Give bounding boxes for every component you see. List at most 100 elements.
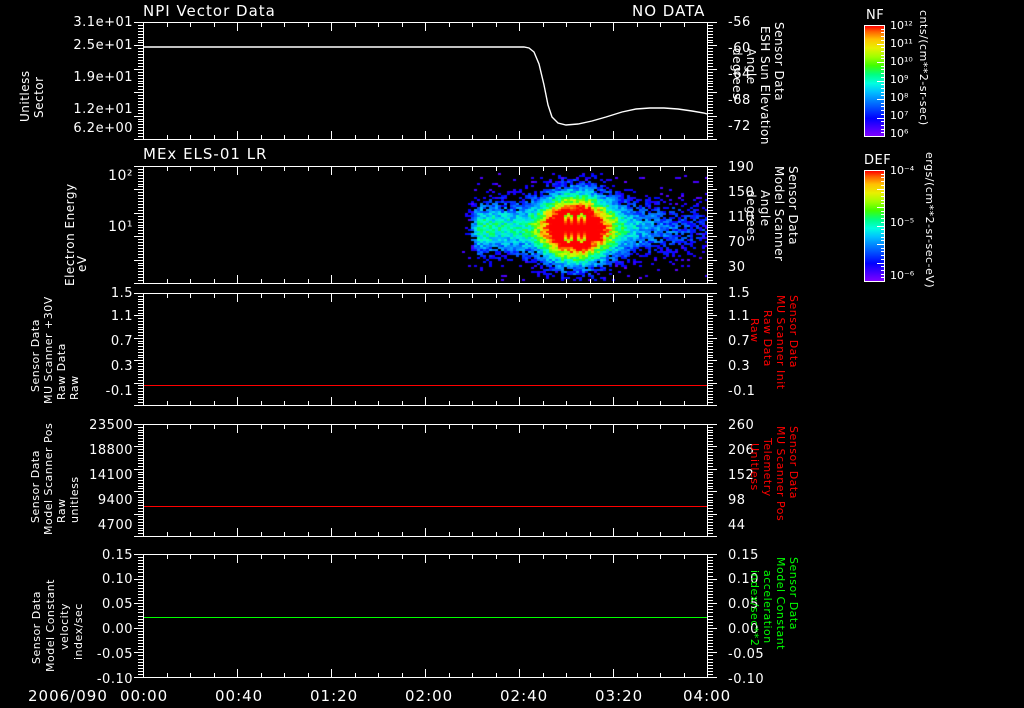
nf-colorbar-tick-0: 10¹²	[890, 19, 913, 32]
panel-1-left-axis-label-line-1: Sector	[32, 76, 46, 118]
panel-3-left-axis-label-line-2: Raw Data	[55, 343, 68, 400]
time-axis-tick-4: 02:40	[500, 687, 549, 705]
panel-2-right-axis-label-line-3: degrees	[744, 190, 758, 242]
panel-2-ytick-0: 10²	[108, 168, 133, 184]
panel-5-ytick-4: -0.05	[96, 647, 133, 662]
panel-4-left-axis-label-line-2: Raw	[55, 498, 68, 523]
panel-2-right-ytick-3: 70	[728, 235, 746, 250]
panel-4-right-ytick-4: 44	[728, 518, 746, 533]
nf-colorbar-tick-6: 10⁶	[890, 127, 909, 140]
time-axis-tick-5: 03:20	[595, 687, 644, 705]
time-axis-tick-6: 04:00	[683, 687, 732, 705]
panel-4-ytick-1: 18800	[89, 443, 133, 458]
panel-3-right-ytick-2: 0.7	[728, 334, 751, 349]
panel-3-ytick-0: 1.5	[110, 286, 133, 301]
panel-1-right-ytick-3: -68	[728, 93, 751, 108]
panel-3-right-axis-label-line-1: MU Scanner Init	[774, 295, 787, 390]
model-scanner-pos-trace	[144, 506, 707, 507]
panel-5-ytick-0: 0.15	[102, 548, 133, 563]
panel-5-ytick-2: 0.05	[102, 597, 133, 612]
panel-2-right-ytick-1: 150	[728, 185, 755, 200]
panel-2-plot-area[interactable]	[143, 166, 708, 284]
time-axis-tick-1: 00:40	[215, 687, 264, 705]
panel-5-right-ytick-3: 0.00	[728, 622, 759, 637]
panel-1-right-axis-label-line-2: Angle	[744, 48, 758, 85]
panel-5-left-axis-label-line-0: Sensor Data	[30, 591, 43, 664]
panel-1-ytick-1: 2.5e+01	[73, 38, 133, 53]
time-axis-tick-3: 02:00	[405, 687, 454, 705]
panel-3-right-axis-label-line-2: Raw Data	[761, 310, 774, 367]
panel-2-right-ytick-2: 110	[728, 210, 755, 225]
panel-4-right-ytick-0: 260	[728, 418, 755, 433]
panel-5-right-axis-label-line-3: index/sec**2	[748, 570, 761, 647]
panel-2-right-axis-label-line-0: Sensor Data	[786, 166, 800, 246]
panel-5-right-axis-label-line-2: acceleration	[761, 570, 774, 644]
panel-5-right-axis-label-line-0: Sensor Data	[787, 557, 800, 630]
panel-3-ytick-3: 0.3	[110, 359, 133, 374]
panel-4-right-axis-label-line-0: Sensor Data	[787, 426, 800, 499]
panel-2-left-axis-label-line-1: eV	[75, 255, 89, 272]
panel-1-ytick-2: 1.9e+01	[73, 70, 133, 85]
panel-4-right-ytick-1: 206	[728, 443, 755, 458]
panel-1-right-axis-label-line-0: Sensor Data	[772, 22, 786, 102]
panel-3-right-ytick-1: 1.1	[728, 309, 751, 324]
panel-4-ytick-2: 14100	[89, 468, 133, 483]
panel-2-left-axis-label-line-0: Electron Energy	[63, 183, 77, 286]
time-axis-tick-2: 01:20	[310, 687, 359, 705]
panel-4-plot-area[interactable]	[143, 424, 708, 537]
def-colorbar[interactable]	[864, 170, 885, 282]
panel-3-left-axis-label-line-3: Raw	[68, 375, 81, 400]
panel-5-right-ytick-1: 0.10	[728, 572, 759, 587]
panel-4-right-axis-label-line-2: Telemetry	[761, 438, 774, 497]
panel-1-right-ytick-2: -64	[728, 67, 751, 82]
panel-2-title: MEx ELS-01 LR	[143, 145, 268, 163]
panel-1-right-ytick-0: -56	[728, 15, 751, 30]
panel-2-ytick-1: 10¹	[108, 219, 133, 235]
panel-4-left-axis-label-line-0: Sensor Data	[29, 450, 42, 523]
panel-4-traces	[144, 425, 707, 536]
model-constant-velocity-trace	[144, 617, 707, 618]
panel-2-right-ytick-0: 190	[728, 160, 755, 175]
panel-3-plot-area[interactable]	[143, 293, 708, 406]
panel-5-left-axis-label-line-1: Model Constant	[44, 579, 57, 672]
panel-1-title: NPI Vector Data	[143, 2, 276, 20]
panel-4-right-axis-label-line-1: MU Scanner Pos	[774, 426, 787, 522]
panel-3-right-ytick-4: -0.1	[728, 384, 756, 399]
mu-scanner-30v-trace	[144, 385, 707, 386]
panel-3-right-ytick-0: 1.5	[728, 286, 751, 301]
panel-4-right-ytick-2: 152	[728, 468, 755, 483]
nf-colorbar-label: NF	[866, 8, 885, 23]
time-axis-date-label: 2006/090	[28, 687, 108, 705]
nf-colorbar[interactable]	[864, 25, 885, 137]
def-colorbar-tick-1: 10⁻⁵	[890, 216, 915, 229]
panel-5-right-axis-label-line-1: Model Constant	[774, 557, 787, 650]
panel-4-right-ytick-3: 98	[728, 493, 746, 508]
panel-3-ytick-1: 1.1	[110, 309, 133, 324]
panel-5-right-ytick-2: 0.05	[728, 597, 759, 612]
panel-3-traces	[144, 294, 707, 405]
panel-5-right-ytick-4: -0.05	[728, 647, 765, 662]
def-colorbar-unit-label: ergs/(cm**2-sr-sec-eV)	[923, 152, 936, 289]
nf-colorbar-unit-label: cnts/(cm**2-sr-sec)	[917, 10, 930, 126]
nf-colorbar-tick-5: 10⁷	[890, 109, 909, 122]
panel-1-ytick-0: 3.1e+01	[73, 15, 133, 30]
panel-5-plot-area[interactable]	[143, 554, 708, 678]
panel-1-ytick-4: 6.2e+00	[73, 121, 133, 136]
panel-5-right-ytick-5: -0.10	[728, 672, 765, 687]
panel-1-ytick-3: 1.2e+01	[73, 102, 133, 117]
panel-3-left-axis-label-line-1: MU Scanner +30V	[42, 296, 55, 404]
panel-5-traces	[144, 555, 707, 677]
esh-sun-elevation-trace	[144, 46, 707, 126]
panel-3-ytick-2: 0.7	[110, 334, 133, 349]
panel-2-right-ytick-4: 30	[728, 260, 746, 275]
panel-1-right-ytick-4: -72	[728, 119, 751, 134]
panel-4-ytick-0: 23500	[89, 418, 133, 433]
nf-colorbar-tick-3: 10⁹	[890, 73, 909, 86]
def-colorbar-tick-0: 10⁻⁴	[890, 164, 915, 177]
panel-1-left-axis-label-line-0: Unitless	[18, 70, 32, 122]
nf-colorbar-tick-2: 10¹⁰	[890, 55, 913, 68]
panel-4-ytick-4: 4700	[97, 518, 133, 533]
panel-4-right-axis-label-line-3: Unitless	[748, 443, 761, 491]
panel-1-plot-area[interactable]	[143, 22, 708, 140]
